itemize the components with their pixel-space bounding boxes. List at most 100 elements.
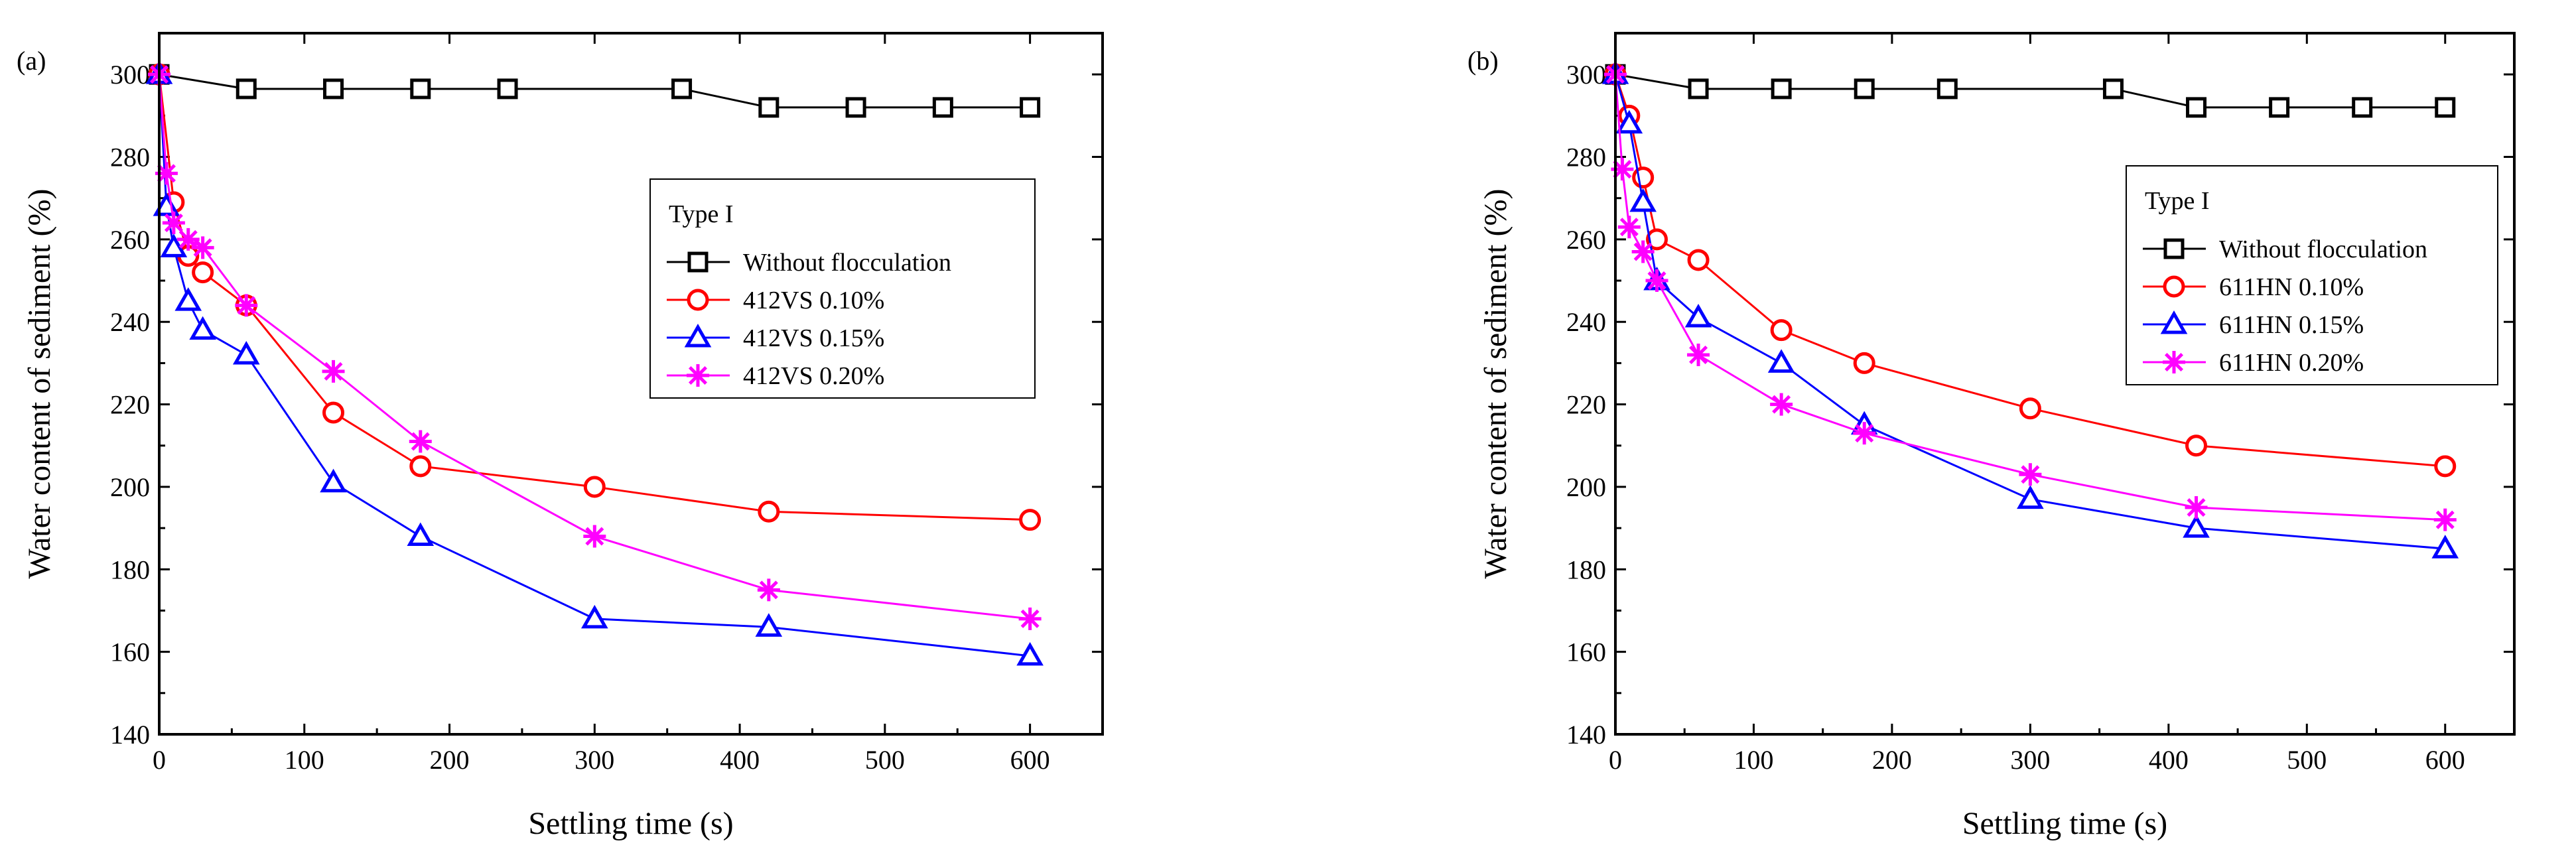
data-point [409,455,432,478]
data-point [671,78,693,99]
plot-frame [158,32,1104,736]
series-line [1614,74,2445,550]
data-point [162,212,185,235]
legend-title: Type I [2145,187,2210,215]
data-point [1020,97,1041,118]
data-point [583,525,606,548]
legend-entry: Without flocculation [743,249,951,277]
data-point [1684,303,1712,328]
data-point [323,78,344,99]
y-tick-label: 200 [1566,472,1606,502]
data-point [2186,97,2207,118]
data-point [758,500,780,523]
y-axis-title: Water content of sediment (%) [1478,189,1513,579]
data-point [235,294,258,317]
x-tick-label: 200 [1872,745,1912,775]
data-point [1646,228,1668,251]
legend-marker [687,251,709,273]
x-tick-label: 0 [153,745,166,775]
plot-frame [1614,32,2516,736]
data-point [757,578,780,602]
data-point [1853,422,1876,445]
data-point [1629,188,1657,212]
legend-marker [2163,351,2185,373]
y-tick-label: 160 [110,637,150,667]
x-axis-title: Settling time (s) [1962,806,2167,841]
data-point [2183,514,2210,538]
y-tick-label: 260 [110,225,150,255]
y-tick-label: 280 [1566,143,1606,172]
y-tick-label: 140 [110,720,150,750]
y-axis-title: Water content of sediment (%) [22,189,57,579]
series-line [159,73,1030,109]
data-point [1767,349,1795,373]
data-point [1688,78,1709,99]
legend-box [2126,165,2498,385]
data-point [236,78,257,99]
legend: Type I Without flocculation 412VS 0.10% 412… [649,178,1036,399]
y-tick-label: 300 [110,60,150,90]
legend-entry: 412VS 0.20% [743,362,884,390]
data-point [1631,240,1655,263]
data-point [1016,641,1044,666]
data-point [232,340,260,365]
y-tick-label: 260 [1566,225,1606,255]
data-point [1645,269,1668,293]
legend-marker [2160,310,2188,334]
legend-entry: 412VS 0.10% [743,287,884,314]
data-point [155,162,178,185]
x-tick-label: 600 [1010,745,1050,775]
series-0 [1605,64,2456,118]
data-point [2185,434,2208,457]
data-point [322,401,345,424]
panel-a: (a) 0 100 200 300 400 500 600 140 160 180 200 220 240… [17,32,1104,841]
x-tick-label: 0 [1609,745,1622,775]
data-point [2435,97,2456,118]
series-3 [148,63,1042,630]
x-axis-title: Settling time (s) [528,806,733,841]
data-point [1617,216,1641,239]
y-tick-label: 280 [110,143,150,172]
data-point [2352,97,2373,118]
panel-b: (b) 0 100 200 300 400 500 600 140 160 180 200 220 240… [1467,32,2516,841]
data-point [176,228,200,251]
data-point [1936,78,1958,99]
legend-entry: 412VS 0.15% [743,324,884,352]
legend-title: Type I [669,200,734,228]
data-point [845,97,866,118]
data-point [1853,352,1875,374]
x-tick-label: 500 [865,745,905,775]
data-point [174,287,202,311]
data-point [1019,509,1042,531]
data-point [189,316,216,340]
x-tick-label: 200 [430,745,470,775]
y-tick-label: 180 [1566,555,1606,584]
y-tick-label: 220 [1566,390,1606,420]
data-point [320,468,347,493]
data-point [1687,249,1710,271]
data-point [2102,78,2124,99]
data-point [1770,393,1793,416]
legend: Type I Without flocculation 611HN 0.10% 611… [2126,165,2498,385]
x-tick-label: 300 [2010,745,2050,775]
y-tick-label: 300 [1566,60,1606,90]
series-line [1615,73,2445,109]
x-tick-label: 600 [2425,745,2465,775]
legend-entry: 611HN 0.15% [2219,311,2364,339]
x-tick-label: 300 [575,745,614,775]
panel-b-label: (b) [1467,46,1499,76]
data-point [410,78,431,99]
legend-entry: 611HN 0.20% [2219,349,2364,377]
data-point [322,360,345,383]
legend-marker [2163,238,2185,259]
data-point [580,604,608,629]
data-point [2431,535,2459,559]
x-tick-label: 500 [2287,745,2327,775]
data-point [1615,109,1643,134]
series-3 [1604,63,2457,531]
data-point [2019,397,2041,420]
data-point [1770,319,1793,342]
panel-a-label: (a) [17,46,46,76]
data-point [1854,78,1875,99]
